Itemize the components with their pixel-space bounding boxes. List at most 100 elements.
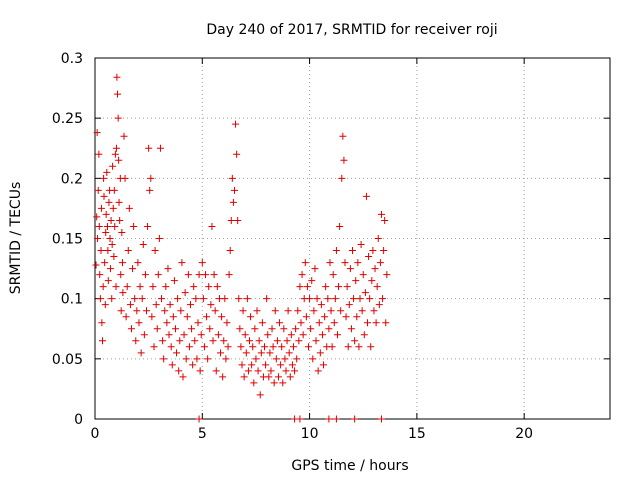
data-point [307, 325, 315, 333]
data-point [383, 271, 391, 279]
data-point [305, 343, 313, 351]
data-point [203, 313, 211, 321]
data-point [190, 283, 198, 291]
data-point [351, 337, 359, 345]
data-point [111, 150, 119, 158]
data-point [93, 129, 101, 137]
data-point [117, 307, 125, 315]
data-point [178, 259, 186, 267]
x-tick-label: 15 [408, 426, 426, 442]
data-point [273, 337, 281, 345]
data-point [119, 289, 127, 297]
data-point [320, 361, 328, 369]
data-point [228, 174, 236, 182]
data-point [123, 283, 131, 291]
data-markers [92, 73, 391, 423]
data-point [101, 301, 109, 309]
y-axis-label: SRMTID / TECUs [8, 182, 24, 295]
data-point [325, 415, 333, 423]
data-point [132, 337, 140, 345]
data-point [112, 283, 120, 291]
data-point [122, 313, 130, 321]
data-point [381, 216, 389, 224]
data-point [139, 241, 147, 249]
data-point [233, 150, 241, 158]
data-point [193, 355, 201, 363]
data-point [285, 349, 293, 357]
y-tick-label: 0.15 [52, 232, 83, 248]
data-point [96, 271, 104, 279]
data-point [364, 319, 372, 327]
data-point [102, 228, 110, 236]
data-point [277, 361, 285, 369]
data-point [153, 325, 161, 333]
data-point [162, 283, 170, 291]
data-point [375, 301, 383, 309]
data-point [339, 132, 347, 140]
data-point [328, 343, 336, 351]
data-point [274, 373, 282, 381]
data-point [100, 192, 108, 200]
data-point [296, 415, 304, 423]
data-point [170, 277, 178, 285]
data-point [219, 373, 227, 381]
data-point [288, 361, 296, 369]
data-point [223, 319, 231, 327]
data-point [269, 343, 277, 351]
data-point [374, 235, 382, 242]
data-point [121, 174, 129, 182]
data-point [155, 235, 163, 242]
data-point [311, 265, 319, 273]
data-point [186, 301, 194, 309]
data-point [365, 253, 373, 261]
chart-title: Day 240 of 2017, SRMTID for receiver roj… [206, 22, 497, 38]
data-point [100, 174, 108, 182]
data-point [205, 283, 213, 291]
data-point [252, 355, 260, 363]
data-point [359, 271, 367, 279]
data-point [325, 325, 333, 333]
data-point [337, 307, 345, 315]
data-point [338, 174, 346, 182]
data-point [284, 307, 292, 315]
data-point [352, 277, 360, 285]
data-point [137, 349, 145, 357]
data-point [192, 295, 200, 303]
data-point [308, 277, 316, 285]
data-point [94, 186, 102, 194]
data-point [295, 337, 303, 345]
x-tick-label: 20 [515, 426, 533, 442]
data-point [298, 271, 306, 279]
data-point [224, 343, 232, 351]
data-point [179, 373, 187, 381]
data-point [115, 198, 123, 206]
data-point [263, 295, 271, 303]
data-point [108, 241, 116, 249]
data-point [342, 313, 350, 321]
data-point [358, 307, 366, 315]
data-point [92, 261, 100, 269]
data-point [138, 295, 146, 303]
x-axis-label: GPS time / hours [291, 458, 408, 474]
data-point [354, 259, 362, 267]
y-tick-label: 0.25 [52, 111, 83, 127]
data-point [99, 337, 107, 345]
data-point [96, 295, 104, 303]
data-point [331, 295, 339, 303]
data-point [322, 283, 330, 291]
data-point [377, 210, 385, 218]
data-point [349, 247, 356, 255]
data-point [212, 367, 220, 375]
data-point [257, 349, 265, 357]
data-point [380, 247, 388, 255]
data-point [175, 367, 183, 375]
data-point [106, 265, 114, 273]
data-point [258, 319, 266, 327]
data-point [360, 331, 368, 339]
data-point [265, 373, 273, 381]
data-point [112, 144, 120, 152]
data-point [97, 247, 105, 255]
data-point [129, 265, 137, 273]
data-point [214, 331, 222, 339]
data-point [182, 355, 190, 363]
